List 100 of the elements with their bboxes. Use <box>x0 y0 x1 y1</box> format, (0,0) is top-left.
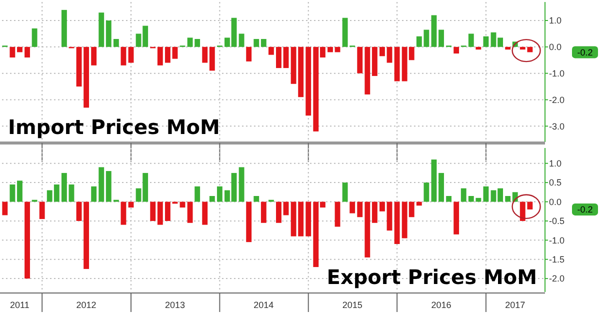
text: -0.2 <box>577 47 593 58</box>
bar <box>386 46 392 63</box>
bar <box>157 202 163 225</box>
bar <box>254 196 260 202</box>
bar <box>98 12 104 47</box>
x-tick-label: 2011 <box>10 300 30 310</box>
bar <box>268 46 274 55</box>
bar <box>431 15 437 47</box>
bar <box>505 196 511 202</box>
bar <box>91 186 97 202</box>
bar <box>76 202 82 221</box>
bar <box>483 186 489 202</box>
x-tick-label: 2012 <box>76 300 96 310</box>
bar <box>164 202 170 221</box>
bar <box>357 202 363 218</box>
bar <box>84 202 90 269</box>
y-tick-label: 1.0 <box>549 158 562 169</box>
y-tick-label: -2.0 <box>549 94 565 105</box>
bar <box>246 46 252 62</box>
text: Import Prices MoM <box>8 115 220 139</box>
bar <box>372 202 378 223</box>
bar <box>24 202 30 279</box>
bar <box>10 184 16 202</box>
bar <box>209 196 215 202</box>
bar <box>202 46 208 63</box>
bar <box>76 46 82 87</box>
bar <box>454 202 460 234</box>
bar <box>446 196 452 202</box>
bar <box>172 46 178 59</box>
bar <box>164 46 170 63</box>
bar <box>306 46 312 116</box>
bar <box>260 38 266 47</box>
y-tick-label: -1.0 <box>549 235 565 246</box>
y-tick-label: 0.0 <box>549 42 562 52</box>
y-tick-label: 0.0 <box>549 196 562 207</box>
bar <box>10 46 16 58</box>
bar <box>17 180 22 202</box>
y-tick-label: -3.0 <box>549 121 565 132</box>
x-tick-label: 2013 <box>164 300 185 310</box>
bar <box>372 46 378 76</box>
bar <box>276 202 282 223</box>
bar <box>306 202 312 236</box>
bar <box>68 184 74 202</box>
x-tick-label: 2015 <box>342 300 362 310</box>
text: -0.2 <box>577 204 593 215</box>
x-tick-label: 2017 <box>505 300 526 310</box>
bar <box>194 186 200 202</box>
bar <box>98 167 104 202</box>
bar <box>276 46 282 68</box>
bar <box>394 46 400 82</box>
bar <box>202 202 208 225</box>
bar <box>17 46 22 52</box>
y-tick-label: -1.0 <box>549 68 565 78</box>
bar <box>187 202 193 223</box>
bar <box>476 46 482 50</box>
bar <box>334 202 340 227</box>
y-tick-label: 0.5 <box>549 178 562 188</box>
bar <box>357 46 363 74</box>
bar <box>120 46 126 66</box>
bar <box>61 10 67 47</box>
bar <box>350 202 356 214</box>
bar <box>238 167 244 202</box>
bar <box>2 202 8 216</box>
bar <box>364 46 370 94</box>
bar <box>216 186 222 202</box>
bar <box>394 202 400 244</box>
bar <box>106 171 112 202</box>
bar <box>386 202 392 231</box>
bar <box>120 202 126 225</box>
bar <box>431 160 437 202</box>
bar <box>106 20 112 47</box>
bar <box>150 202 156 221</box>
bar <box>416 202 422 206</box>
bar <box>260 202 266 223</box>
bar <box>468 34 474 47</box>
bar <box>157 46 163 66</box>
bar <box>424 182 430 202</box>
bar <box>505 46 511 50</box>
y-tick-label: -0.5 <box>549 216 565 226</box>
bar <box>32 28 38 47</box>
bar <box>454 46 460 54</box>
bar <box>39 202 45 220</box>
bar <box>364 202 370 258</box>
bar <box>91 46 97 66</box>
x-tick-label: 2014 <box>254 300 274 310</box>
bar <box>238 34 244 47</box>
bar <box>128 46 134 63</box>
bar <box>61 172 67 202</box>
bar <box>438 172 444 202</box>
bar <box>24 46 30 58</box>
bar <box>84 46 90 108</box>
bar <box>328 46 333 52</box>
y-tick-label: 1.0 <box>549 16 562 26</box>
bar <box>283 46 289 68</box>
bar <box>460 188 466 202</box>
bar <box>438 30 444 47</box>
bar <box>209 46 215 71</box>
bar <box>380 46 385 56</box>
y-tick-label: -2.0 <box>549 274 565 284</box>
bar <box>483 36 489 47</box>
